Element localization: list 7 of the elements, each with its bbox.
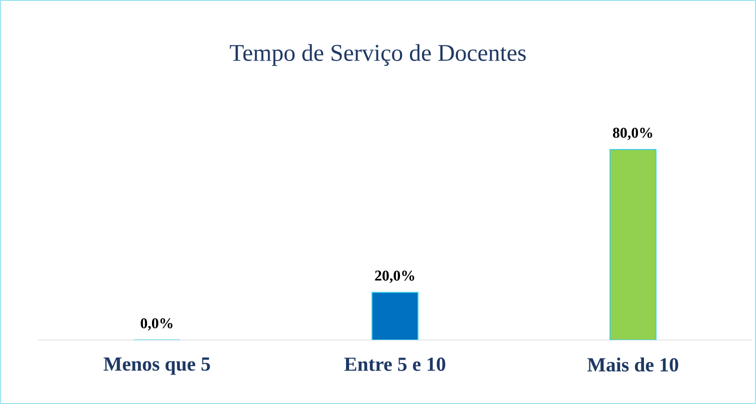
x-tick-label: Mais de 10 [587, 358, 678, 372]
data-label: 20,0% [375, 270, 414, 283]
data-label: 0,0% [140, 318, 172, 330]
x-tick-label: Menos que 5 [104, 358, 210, 375]
data-label: 80,0% [612, 128, 652, 140]
chart-title: Tempo de Serviço de Docentes [230, 44, 526, 66]
x-tick-label: Entre 5 e 10 [344, 358, 446, 371]
